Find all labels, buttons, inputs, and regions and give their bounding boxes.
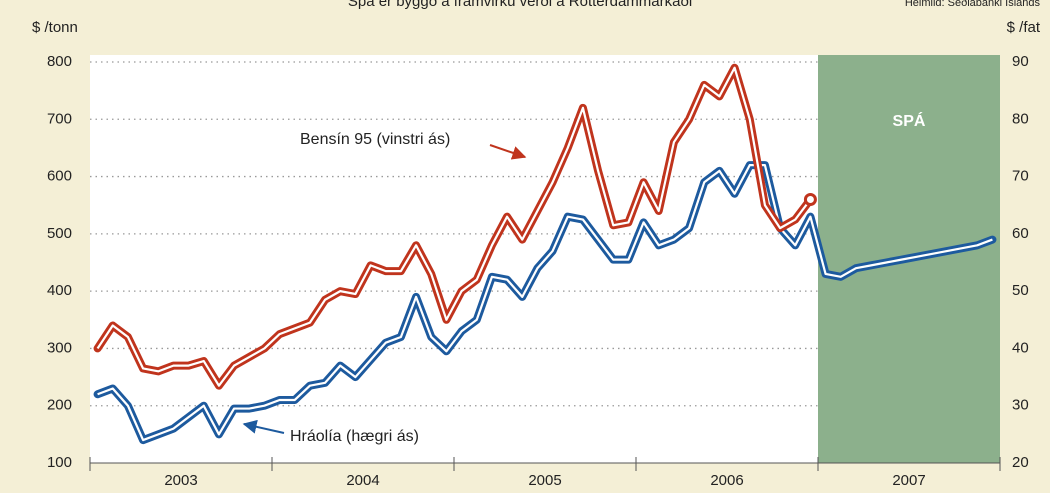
y2-tick-label: 20 xyxy=(1012,454,1029,471)
series-end-point xyxy=(803,192,817,206)
x-tick-label: 2003 xyxy=(164,472,197,489)
annotation-arrow xyxy=(489,144,527,160)
y2-tick-label: 70 xyxy=(1012,168,1029,185)
y2-tick-label: 90 xyxy=(1012,53,1029,70)
x-tick-label: 2006 xyxy=(710,472,743,489)
y-axis-label: $ /tonn xyxy=(32,19,78,36)
legend-label: Hráolía (hægri ás) xyxy=(290,428,419,445)
y2-axis-label: $ /fat xyxy=(1007,19,1041,36)
source: Heimild: Seðlabanki Íslands xyxy=(905,0,1041,9)
y-tick-label: 800 xyxy=(47,53,72,70)
y2-tick-label: 80 xyxy=(1012,110,1029,127)
x-tick-label: 2007 xyxy=(892,472,925,489)
legend-label: Bensín 95 (vinstri ás) xyxy=(300,131,450,148)
series-line-highlight xyxy=(97,164,993,442)
y2-tick-label: 50 xyxy=(1012,282,1029,299)
y-tick-label: 500 xyxy=(47,225,72,242)
y2-tick-label: 40 xyxy=(1012,339,1029,356)
chart-title: Spá er byggð á framvirku verði á Rotterd… xyxy=(348,0,692,10)
y-tick-label: 600 xyxy=(47,168,72,185)
y2-tick-label: 30 xyxy=(1012,397,1029,414)
x-tick-label: 2004 xyxy=(346,472,379,489)
x-tick-label: 2005 xyxy=(528,472,561,489)
forecast-label: SPÁ xyxy=(893,111,926,130)
y-tick-label: 700 xyxy=(47,110,72,127)
annotation-arrow xyxy=(242,419,285,434)
y-tick-label: 400 xyxy=(47,282,72,299)
series-line-highlight xyxy=(96,66,812,387)
y-tick-label: 300 xyxy=(47,339,72,356)
y-tick-label: 100 xyxy=(47,454,72,471)
y2-tick-label: 60 xyxy=(1012,225,1029,242)
y-tick-label: 200 xyxy=(47,397,72,414)
